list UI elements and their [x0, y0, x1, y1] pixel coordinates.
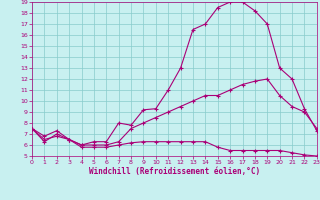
X-axis label: Windchill (Refroidissement éolien,°C): Windchill (Refroidissement éolien,°C) — [89, 167, 260, 176]
